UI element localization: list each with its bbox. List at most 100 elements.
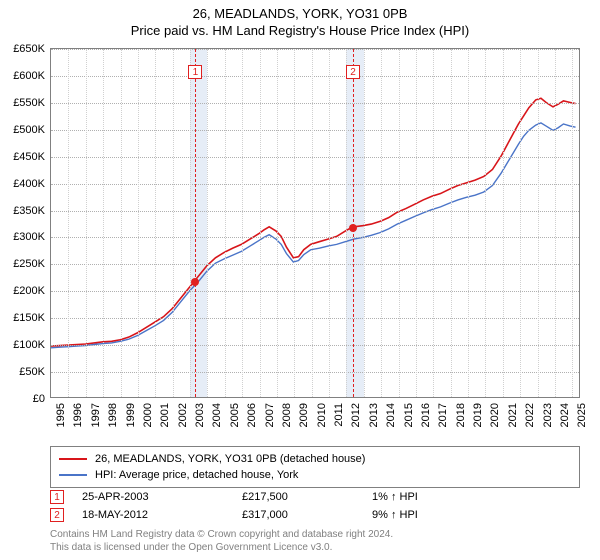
grid-line-v bbox=[294, 49, 295, 397]
x-axis-label: 2009 bbox=[298, 403, 310, 427]
grid-line-v bbox=[207, 49, 208, 397]
sales-delta: 9% ↑ HPI bbox=[372, 509, 418, 521]
sales-marker: 2 bbox=[50, 508, 64, 522]
grid-line-h bbox=[51, 345, 579, 346]
grid-line-v bbox=[520, 49, 521, 397]
x-axis-label: 2011 bbox=[333, 403, 345, 427]
sales-row: 125-APR-2003£217,5001% ↑ HPI bbox=[50, 488, 580, 506]
grid-line-h bbox=[51, 76, 579, 77]
y-axis-label: £400K bbox=[13, 178, 45, 190]
grid-line-v bbox=[416, 49, 417, 397]
x-axis-label: 2015 bbox=[403, 403, 415, 427]
footnote-line1: Contains HM Land Registry data © Crown c… bbox=[50, 528, 580, 541]
x-axis-label: 2014 bbox=[385, 403, 397, 427]
sales-date: 25-APR-2003 bbox=[82, 491, 242, 503]
x-axis-label: 2006 bbox=[246, 403, 258, 427]
grid-line-h bbox=[51, 372, 579, 373]
grid-line-v bbox=[399, 49, 400, 397]
x-axis-label: 2018 bbox=[455, 403, 467, 427]
x-axis-label: 1999 bbox=[125, 403, 137, 427]
grid-line-v bbox=[225, 49, 226, 397]
sale-marker-line bbox=[353, 49, 354, 397]
chart-plot-area: £0£50K£100K£150K£200K£250K£300K£350K£400… bbox=[50, 48, 580, 398]
grid-line-v bbox=[485, 49, 486, 397]
sales-date: 18-MAY-2012 bbox=[82, 509, 242, 521]
y-axis-label: £500K bbox=[13, 124, 45, 136]
chart-container: 26, MEADLANDS, YORK, YO31 0PB Price paid… bbox=[0, 0, 600, 560]
x-axis-label: 2021 bbox=[507, 403, 519, 427]
grid-line-v bbox=[451, 49, 452, 397]
grid-line-v bbox=[381, 49, 382, 397]
grid-line-v bbox=[503, 49, 504, 397]
x-axis-label: 2020 bbox=[489, 403, 501, 427]
y-axis-label: £250K bbox=[13, 258, 45, 270]
x-axis-label: 2005 bbox=[229, 403, 241, 427]
grid-line-h bbox=[51, 318, 579, 319]
grid-line-v bbox=[555, 49, 556, 397]
x-axis-label: 2001 bbox=[159, 403, 171, 427]
y-axis-label: £350K bbox=[13, 205, 45, 217]
grid-line-v bbox=[138, 49, 139, 397]
y-axis-label: £200K bbox=[13, 285, 45, 297]
legend-label: HPI: Average price, detached house, York bbox=[95, 467, 298, 483]
y-axis-label: £450K bbox=[13, 151, 45, 163]
legend-row: 26, MEADLANDS, YORK, YO31 0PB (detached … bbox=[59, 451, 571, 467]
title-block: 26, MEADLANDS, YORK, YO31 0PB Price paid… bbox=[0, 0, 600, 40]
sales-price: £317,000 bbox=[242, 509, 372, 521]
footnote-line2: This data is licensed under the Open Gov… bbox=[50, 541, 580, 554]
grid-line-h bbox=[51, 264, 579, 265]
y-axis-label: £550K bbox=[13, 97, 45, 109]
series-property bbox=[51, 98, 576, 346]
grid-line-v bbox=[68, 49, 69, 397]
grid-line-h bbox=[51, 211, 579, 212]
legend-swatch bbox=[59, 474, 87, 476]
legend-swatch bbox=[59, 458, 87, 460]
x-axis-label: 2010 bbox=[316, 403, 328, 427]
grid-line-v bbox=[312, 49, 313, 397]
sales-row: 2 18-MAY-2012£317,0009% ↑ HPI bbox=[50, 506, 580, 524]
grid-line-v bbox=[121, 49, 122, 397]
y-axis-label: £100K bbox=[13, 339, 45, 351]
sale-dot bbox=[349, 224, 357, 232]
legend-row: HPI: Average price, detached house, York bbox=[59, 467, 571, 483]
x-axis-label: 2002 bbox=[177, 403, 189, 427]
y-axis-label: £50K bbox=[19, 366, 45, 378]
sales-table: 125-APR-2003£217,5001% ↑ HPI218-MAY-2012… bbox=[50, 488, 580, 524]
grid-line-v bbox=[277, 49, 278, 397]
grid-line-h bbox=[51, 49, 579, 50]
x-axis-label: 2019 bbox=[472, 403, 484, 427]
y-axis-label: £600K bbox=[13, 70, 45, 82]
x-axis-label: 2003 bbox=[194, 403, 206, 427]
sale-marker-box: 2 bbox=[346, 65, 360, 79]
x-axis-label: 2008 bbox=[281, 403, 293, 427]
grid-line-h bbox=[51, 130, 579, 131]
grid-line-v bbox=[86, 49, 87, 397]
x-axis-label: 2022 bbox=[524, 403, 536, 427]
legend-label: 26, MEADLANDS, YORK, YO31 0PB (detached … bbox=[95, 451, 365, 467]
grid-line-v bbox=[190, 49, 191, 397]
x-axis-label: 2000 bbox=[142, 403, 154, 427]
x-axis-label: 2025 bbox=[576, 403, 588, 427]
title-subtitle: Price paid vs. HM Land Registry's House … bbox=[0, 23, 600, 38]
grid-line-h bbox=[51, 157, 579, 158]
y-axis-label: £0 bbox=[33, 393, 45, 405]
grid-line-v bbox=[173, 49, 174, 397]
x-axis-label: 2016 bbox=[420, 403, 432, 427]
sales-marker: 1 bbox=[50, 490, 64, 504]
x-axis-label: 2012 bbox=[350, 403, 362, 427]
grid-line-v bbox=[538, 49, 539, 397]
x-axis-label: 1997 bbox=[90, 403, 102, 427]
footnote: Contains HM Land Registry data © Crown c… bbox=[50, 528, 580, 554]
legend-box: 26, MEADLANDS, YORK, YO31 0PB (detached … bbox=[50, 446, 580, 488]
sales-price: £217,500 bbox=[242, 491, 372, 503]
x-axis-label: 2004 bbox=[211, 403, 223, 427]
grid-line-h bbox=[51, 184, 579, 185]
x-axis-label: 2013 bbox=[368, 403, 380, 427]
y-axis-label: £150K bbox=[13, 312, 45, 324]
grid-line-v bbox=[155, 49, 156, 397]
grid-line-v bbox=[572, 49, 573, 397]
sale-dot bbox=[191, 278, 199, 286]
grid-line-h bbox=[51, 291, 579, 292]
grid-line-v bbox=[242, 49, 243, 397]
sale-marker-box: 1 bbox=[188, 65, 202, 79]
